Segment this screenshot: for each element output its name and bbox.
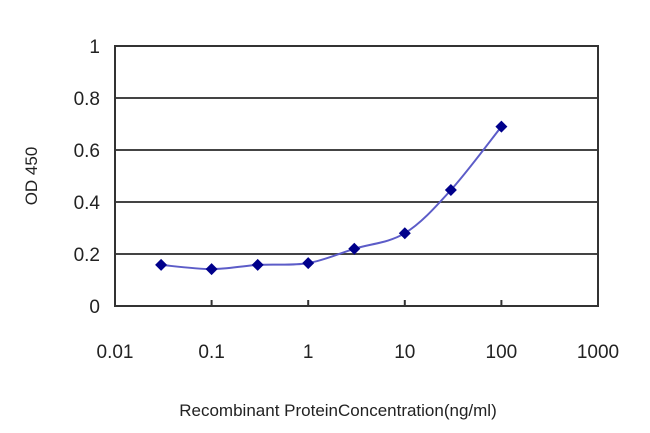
diamond-marker	[302, 257, 315, 270]
diamond-marker	[444, 184, 457, 197]
diamond-marker	[205, 263, 218, 276]
x-tick-label: 1	[303, 342, 314, 363]
x-tick-label: 1000	[577, 342, 619, 363]
data-markers	[155, 120, 508, 276]
x-tick-label: 10	[394, 342, 415, 363]
y-axis-title: OD 450	[22, 147, 41, 206]
x-tick-label: 0.01	[97, 342, 134, 363]
diamond-marker	[348, 242, 361, 255]
diamond-marker	[495, 120, 508, 133]
x-axis-title: Recombinant ProteinConcentration(ng/ml)	[179, 401, 497, 420]
y-tick-label: 0.2	[74, 245, 100, 266]
diamond-marker	[398, 227, 411, 240]
y-tick-label: 0	[89, 297, 100, 318]
series-line	[161, 125, 503, 271]
x-tick-label: 100	[486, 342, 518, 363]
diamond-marker	[251, 258, 264, 271]
x-axis-ticks: 0.01 0.1 1 10 100 1000	[97, 300, 619, 363]
x-tick-label: 0.1	[198, 342, 224, 363]
y-tick-label: 0.4	[74, 193, 101, 214]
y-axis-ticks: 0 0.2 0.4 0.6 0.8 1	[74, 37, 101, 318]
diamond-marker	[155, 258, 168, 271]
y-tick-label: 1	[89, 37, 100, 58]
y-tick-label: 0.8	[74, 89, 100, 110]
y-tick-label: 0.6	[74, 141, 100, 162]
plot-frame	[114, 45, 599, 307]
gridlines	[115, 97, 598, 255]
